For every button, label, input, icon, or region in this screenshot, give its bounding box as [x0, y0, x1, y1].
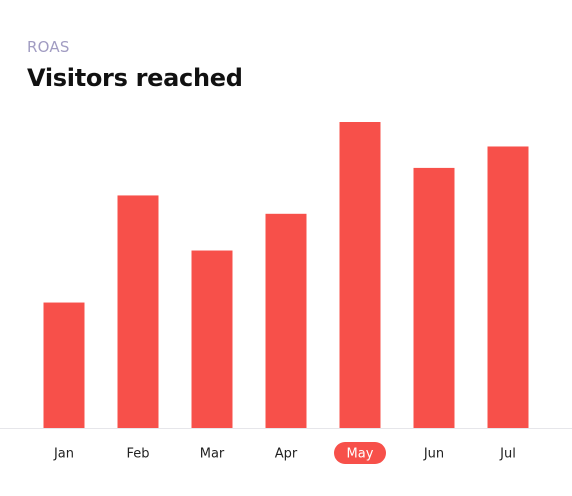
x-tick-jun[interactable]: Jun	[423, 447, 444, 462]
x-tick-apr[interactable]: Apr	[275, 447, 298, 462]
x-tick-may[interactable]: May	[347, 447, 374, 462]
x-tick-mar[interactable]: Mar	[200, 447, 225, 462]
bar-apr[interactable]	[265, 213, 307, 428]
x-tick-jul[interactable]: Jul	[499, 447, 516, 462]
x-axis-ticks: Jan Feb Mar Apr May Jun Jul	[53, 442, 516, 464]
active-month-pill[interactable]	[334, 442, 386, 464]
bar-jul[interactable]	[487, 146, 529, 429]
chart-title: Visitors reached	[27, 64, 243, 92]
bar-jun[interactable]	[413, 167, 455, 428]
x-tick-jan[interactable]: Jan	[53, 447, 74, 462]
bar-feb[interactable]	[117, 195, 159, 428]
chart-eyebrow: ROAS	[27, 38, 70, 56]
bars-group	[43, 122, 529, 429]
bar-may[interactable]	[339, 122, 381, 428]
bar-mar[interactable]	[191, 250, 233, 428]
x-tick-feb[interactable]: Feb	[126, 447, 149, 462]
bar-jan[interactable]	[43, 302, 85, 428]
